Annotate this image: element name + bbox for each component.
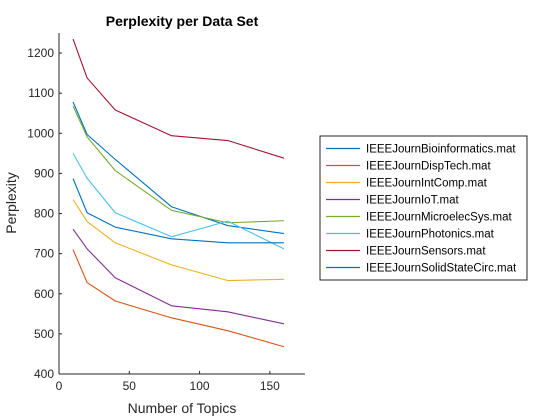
legend-entry-label: IEEEJournSolidStateCirc.mat [366,263,517,275]
legend-entry-label: IEEEJournIoT.mat [366,195,459,207]
series-line-1 [72,101,284,235]
legend-entry-label: IEEEJournDispTech.mat [366,161,491,173]
y-tick-label: 800 [34,207,54,221]
y-tick-label: 700 [34,247,54,261]
y-tick-label: 1200 [27,46,54,60]
series-line-7 [72,38,285,159]
series-line-6 [72,153,285,250]
x-tick-label: 150 [260,379,280,393]
legend-entry-label: IEEEJournMicroelecSys.mat [366,212,513,224]
y-tick-label: 500 [34,327,54,341]
legend-box [319,135,528,281]
x-axis-label: Number of Topics [128,400,237,416]
series-line-8 [72,178,284,244]
legend-entry-label: IEEEJournIntComp.mat [366,178,488,190]
y-axis-label: Perplexity [3,172,19,233]
legend-entry-label: IEEEJournBioinformatics.mat [366,144,516,156]
y-tick-label: 900 [34,166,54,180]
legend-entry-label: IEEEJournSensors.mat [366,246,486,258]
y-tick-label: 400 [34,367,54,381]
y-tick-label: 600 [34,287,54,301]
series-line-2 [72,249,285,348]
series-line-5 [72,105,284,224]
chart-title: Perplexity per Data Set [106,13,259,29]
series-line-3 [72,199,284,282]
plot-background [59,33,305,374]
series-layer [72,38,285,348]
legend: IEEEJournBioinformatics.mat IEEEJournDisp… [319,135,528,281]
y-tick-label: 1100 [28,86,54,100]
plot-area [59,33,305,374]
x-tick-label: 100 [190,379,210,393]
x-tick-label: 50 [123,379,137,393]
legend-entry-label: IEEEJournPhotonics.mat [366,229,495,241]
axes: 0 50 100 150 400 500 600 700 800 900 1000 1100 1200 [27,33,305,393]
x-tick-label: 0 [56,379,63,393]
series-line-4 [72,228,285,325]
y-tick-label: 1000 [27,126,54,140]
